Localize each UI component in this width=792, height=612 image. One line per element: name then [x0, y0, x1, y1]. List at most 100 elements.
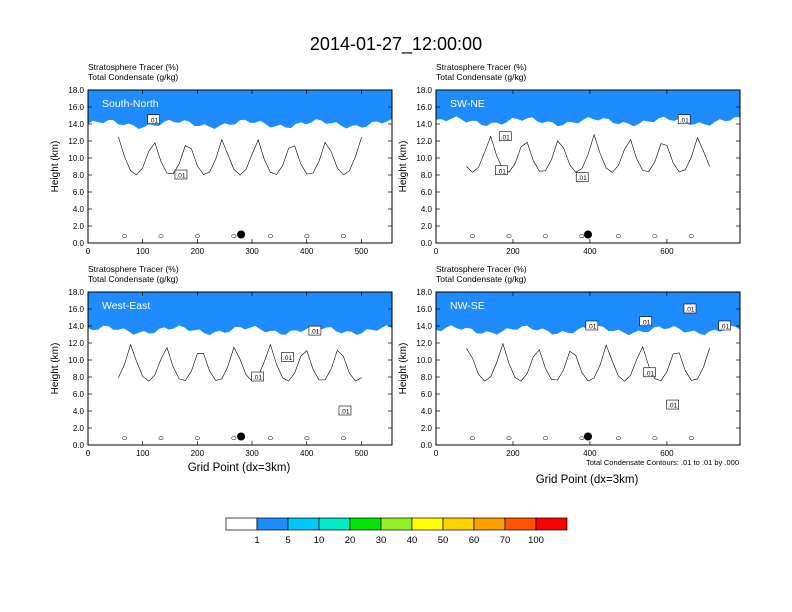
colorbar-swatch [256, 517, 289, 531]
svg-text:.01: .01 [340, 409, 349, 416]
y-tick-label: 12.0 [68, 137, 84, 146]
x-tick-label: 200 [506, 247, 520, 256]
contour-label: .01 [174, 169, 188, 180]
x-tick-label: 200 [191, 449, 205, 458]
contour-label: .01 [683, 303, 697, 314]
y-axis-label: Height (km) [398, 343, 409, 395]
surface-contour [122, 234, 127, 239]
y-tick-label: 4.0 [421, 205, 433, 214]
y-tick-label: 10.0 [416, 154, 432, 163]
x-tick-label: 0 [86, 247, 91, 256]
colorbar-label: 30 [376, 535, 387, 546]
contour-label: .01 [718, 320, 731, 331]
colorbar-label: 50 [438, 535, 449, 546]
surface-contour [304, 234, 310, 239]
tracer-band [88, 90, 392, 129]
y-tick-label: 16.0 [68, 305, 84, 314]
colorbar: 1 5 10 20 30 40 50 60 70 100 [225, 517, 568, 546]
contour-label: .01 [585, 320, 599, 331]
panel-south-north: South-North Stratosphere Tracer (%)Total … [50, 62, 393, 256]
colorbar-label: 100 [528, 535, 544, 546]
y-tick-label: 2.0 [73, 424, 85, 433]
svg-text:.01: .01 [645, 370, 654, 377]
contour-label: .01 [281, 352, 294, 362]
surface-contour [470, 436, 475, 441]
y-tick-label: 6.0 [73, 390, 85, 399]
contour-label: .01 [147, 114, 160, 124]
y-tick-label: 14.0 [68, 120, 84, 129]
surface-contour [506, 436, 512, 441]
svg-text:.01: .01 [720, 324, 729, 331]
contour-label: .01 [495, 165, 508, 175]
colorbar-swatch [349, 517, 382, 531]
panel-title-condensate: Total Condensate (g/kg) [88, 72, 178, 82]
y-tick-label: 10.0 [68, 154, 84, 163]
x-tick-label: 400 [583, 247, 597, 256]
y-tick-label: 12.0 [416, 339, 432, 348]
surface-contour [688, 234, 694, 239]
contour-label: .01 [643, 367, 656, 377]
surface-contour [470, 234, 475, 239]
x-tick-label: 0 [434, 449, 439, 458]
contour-label: .01 [666, 399, 679, 410]
y-tick-label: 10.0 [416, 356, 432, 365]
panel-title-condensate: Total Condensate (g/kg) [436, 72, 526, 82]
tracer-band [436, 292, 740, 336]
condensate-contour [118, 136, 362, 176]
colorbar-label: 20 [345, 535, 356, 546]
x-axis-label-right: Grid Point (dx=3km) [536, 474, 639, 486]
svg-text:.01: .01 [680, 117, 689, 124]
x-tick-label: 500 [355, 449, 369, 458]
colorbar-swatch [225, 517, 258, 531]
location-marker [237, 432, 246, 441]
y-tick-label: 6.0 [421, 188, 433, 197]
plot-frame [435, 291, 741, 446]
y-tick-label: 18.0 [416, 288, 432, 297]
svg-text:.01: .01 [310, 329, 319, 336]
contour-label: .01 [677, 114, 691, 124]
y-axis-label: Height (km) [398, 141, 409, 193]
colorbar-swatch [318, 517, 351, 531]
surface-contour [542, 436, 548, 441]
surface-contour [615, 436, 621, 441]
colorbar-label: 60 [469, 535, 480, 546]
x-tick-label: 500 [355, 247, 369, 256]
surface-contour [158, 436, 164, 441]
x-tick-label: 200 [191, 247, 205, 256]
y-tick-label: 16.0 [416, 103, 432, 112]
x-tick-label: 100 [136, 247, 150, 256]
panel-title-condensate: Total Condensate (g/kg) [88, 274, 178, 284]
x-tick-label: 400 [300, 449, 314, 458]
contour-label: .01 [338, 405, 352, 416]
colorbar-swatch [535, 517, 568, 531]
y-tick-label: 18.0 [416, 86, 432, 95]
panel-name: South-North [102, 98, 159, 110]
colorbar-swatch [287, 517, 320, 531]
y-tick-label: 4.0 [73, 407, 85, 416]
colorbar-swatch [380, 517, 413, 531]
y-tick-label: 4.0 [73, 205, 85, 214]
surface-contour [579, 234, 585, 239]
contour-note: Total Condensate Contours: .01 to .01 by… [586, 458, 739, 467]
surface-contour [231, 234, 237, 239]
condensate-contour [466, 342, 710, 382]
panel-title-tracer: Stratosphere Tracer (%) [436, 62, 527, 72]
y-tick-label: 0.0 [73, 239, 85, 248]
surface-contour [652, 234, 658, 239]
x-tick-label: 400 [583, 449, 597, 458]
surface-contour [340, 436, 346, 441]
x-tick-label: 600 [660, 449, 674, 458]
plot-area [88, 90, 392, 239]
y-tick-label: 4.0 [421, 407, 433, 416]
y-tick-label: 2.0 [73, 222, 85, 231]
condensate-contour [118, 343, 362, 382]
y-tick-label: 6.0 [73, 188, 85, 197]
svg-text:.01: .01 [149, 117, 158, 124]
colorbar-swatch [442, 517, 475, 531]
contour-label: .01 [251, 371, 264, 382]
surface-contour [688, 436, 694, 441]
surface-contour [304, 436, 310, 441]
x-tick-label: 0 [434, 247, 439, 256]
surface-contour [506, 234, 512, 239]
contour-label: .01 [498, 131, 512, 141]
